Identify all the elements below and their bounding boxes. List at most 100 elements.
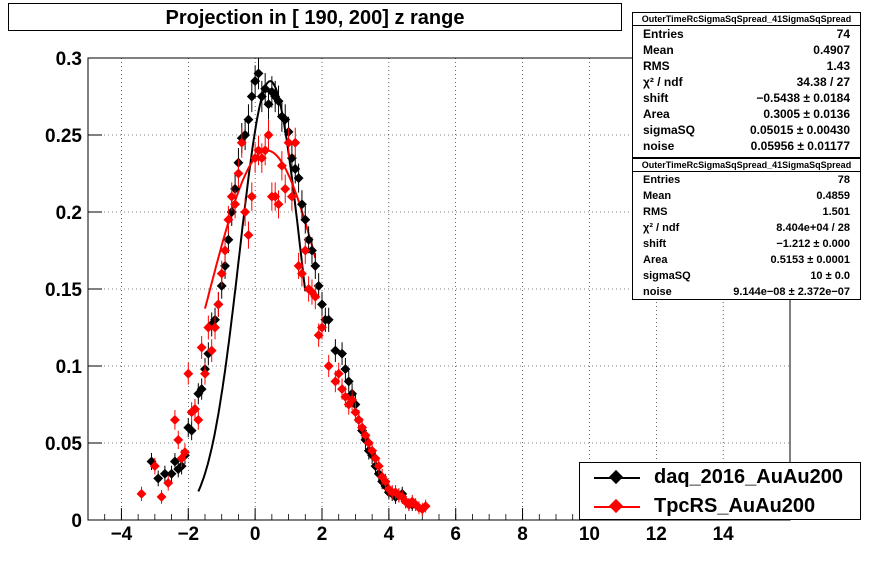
data-point bbox=[190, 404, 200, 415]
data-point bbox=[216, 268, 227, 279]
stats-key: sigmaSQ bbox=[643, 270, 691, 282]
data-point bbox=[350, 407, 361, 418]
data-point bbox=[260, 145, 271, 156]
x-tick-label: 2 bbox=[317, 524, 328, 545]
data-point bbox=[357, 422, 368, 433]
y-tick-label: 0.2 bbox=[56, 203, 82, 224]
data-point bbox=[290, 137, 301, 148]
data-point bbox=[206, 345, 217, 356]
stats-value: 78 bbox=[837, 174, 850, 186]
data-point bbox=[317, 299, 327, 310]
data-point bbox=[186, 425, 197, 436]
data-point bbox=[276, 160, 287, 171]
data-point bbox=[136, 488, 147, 499]
data-point bbox=[200, 368, 210, 379]
data-point bbox=[210, 322, 220, 333]
data-point bbox=[296, 268, 307, 279]
data-point bbox=[293, 260, 304, 271]
data-point bbox=[240, 130, 251, 140]
stats-value: 0.4907 bbox=[813, 43, 850, 57]
stats-value: 10 ± 0.0 bbox=[810, 270, 850, 282]
data-series bbox=[136, 57, 431, 516]
data-point bbox=[323, 314, 334, 325]
data-point bbox=[290, 163, 301, 174]
stats-row: sigmaSQ 10 ± 0.0 bbox=[633, 268, 860, 284]
data-point bbox=[370, 453, 381, 464]
data-point bbox=[317, 322, 327, 333]
data-point bbox=[149, 461, 160, 472]
y-tick-label: 0.3 bbox=[56, 49, 82, 70]
stats-key: χ² / ndf bbox=[643, 75, 683, 89]
data-point bbox=[193, 414, 204, 425]
data-point bbox=[153, 473, 164, 484]
stats-key: Entries bbox=[643, 174, 681, 186]
chart-title: Projection in [ 190, 200] z range bbox=[8, 3, 622, 31]
legend: daq_2016_AuAu200 TpcRS_AuAu200 bbox=[579, 462, 861, 520]
data-point bbox=[223, 234, 234, 245]
x-tick-label: 12 bbox=[646, 524, 667, 545]
x-tick-label: 10 bbox=[579, 524, 600, 545]
data-point bbox=[246, 91, 257, 102]
data-point bbox=[230, 183, 241, 194]
data-point bbox=[230, 199, 241, 210]
stats-key: Entries bbox=[643, 27, 684, 41]
x-tick-label: 4 bbox=[384, 524, 395, 545]
stats-value: 8.404e+04 / 28 bbox=[776, 222, 850, 234]
data-point bbox=[226, 191, 237, 202]
data-point bbox=[243, 230, 254, 241]
axes: −4 −2 0 2 4 6 8 10 12 14 0 0.05 0.1 0.15 0.2 0.25 0.3 bbox=[45, 49, 791, 545]
stats-key: RMS bbox=[643, 59, 670, 73]
stats-value: 1.501 bbox=[822, 206, 850, 218]
data-point bbox=[313, 330, 324, 341]
data-point bbox=[173, 434, 184, 445]
data-point bbox=[226, 207, 237, 217]
stats-box-daq: OuterTimeRcSigmaSqSpread_41SigmaSqSpread… bbox=[632, 12, 861, 158]
data-point bbox=[323, 361, 334, 371]
data-point bbox=[333, 368, 344, 379]
legend-entry-tpcrs: TpcRS_AuAu200 bbox=[580, 492, 860, 521]
x-tick-label: −4 bbox=[111, 524, 133, 545]
data-point bbox=[236, 137, 247, 148]
data-point bbox=[353, 414, 364, 425]
stats-key: χ² / ndf bbox=[643, 222, 680, 234]
stats-title: OuterTimeRcSigmaSqSpread_41SigmaSqSpread bbox=[633, 159, 860, 172]
data-point bbox=[166, 468, 177, 479]
stats-row: RMS 1.501 bbox=[633, 204, 860, 220]
data-point bbox=[159, 468, 170, 479]
data-point bbox=[300, 245, 311, 256]
data-point bbox=[347, 394, 358, 405]
x-tick-label: −2 bbox=[177, 524, 199, 545]
legend-marker bbox=[608, 469, 624, 485]
stats-value: 0.4859 bbox=[816, 190, 850, 202]
stats-value: −0.5438 ± 0.0184 bbox=[756, 91, 850, 105]
stats-row: Entries 78 bbox=[633, 172, 860, 188]
stats-value: 0.3005 ± 0.0136 bbox=[763, 107, 850, 121]
data-point bbox=[203, 322, 214, 333]
data-point bbox=[233, 168, 244, 179]
stats-key: noise bbox=[643, 286, 672, 298]
stats-value: −1.212 ± 0.000 bbox=[776, 238, 850, 250]
data-point bbox=[303, 234, 314, 245]
stats-value: 0.05956 ± 0.01177 bbox=[750, 139, 850, 153]
data-point bbox=[367, 445, 378, 456]
stats-row: RMS 1.43 bbox=[633, 58, 860, 74]
data-point bbox=[169, 414, 180, 425]
data-point bbox=[196, 384, 207, 395]
y-tick-label: 0 bbox=[71, 511, 82, 532]
data-point bbox=[360, 430, 371, 441]
data-point bbox=[337, 348, 348, 359]
stats-row: Entries 74 bbox=[633, 26, 860, 42]
stats-key: shift bbox=[643, 238, 667, 250]
data-point bbox=[270, 191, 281, 202]
data-point bbox=[300, 214, 311, 225]
data-point bbox=[420, 501, 431, 512]
data-point bbox=[283, 137, 294, 148]
data-point bbox=[310, 291, 321, 302]
stats-row: shift −0.5438 ± 0.0184 bbox=[633, 90, 860, 106]
data-point bbox=[163, 478, 174, 488]
stats-value: 0.5153 ± 0.0001 bbox=[770, 254, 850, 266]
data-point bbox=[380, 476, 391, 487]
stats-row: noise 0.05956 ± 0.01177 bbox=[633, 138, 860, 154]
x-tick-label: 14 bbox=[713, 524, 735, 545]
stats-row: Area 0.3005 ± 0.0136 bbox=[633, 106, 860, 122]
